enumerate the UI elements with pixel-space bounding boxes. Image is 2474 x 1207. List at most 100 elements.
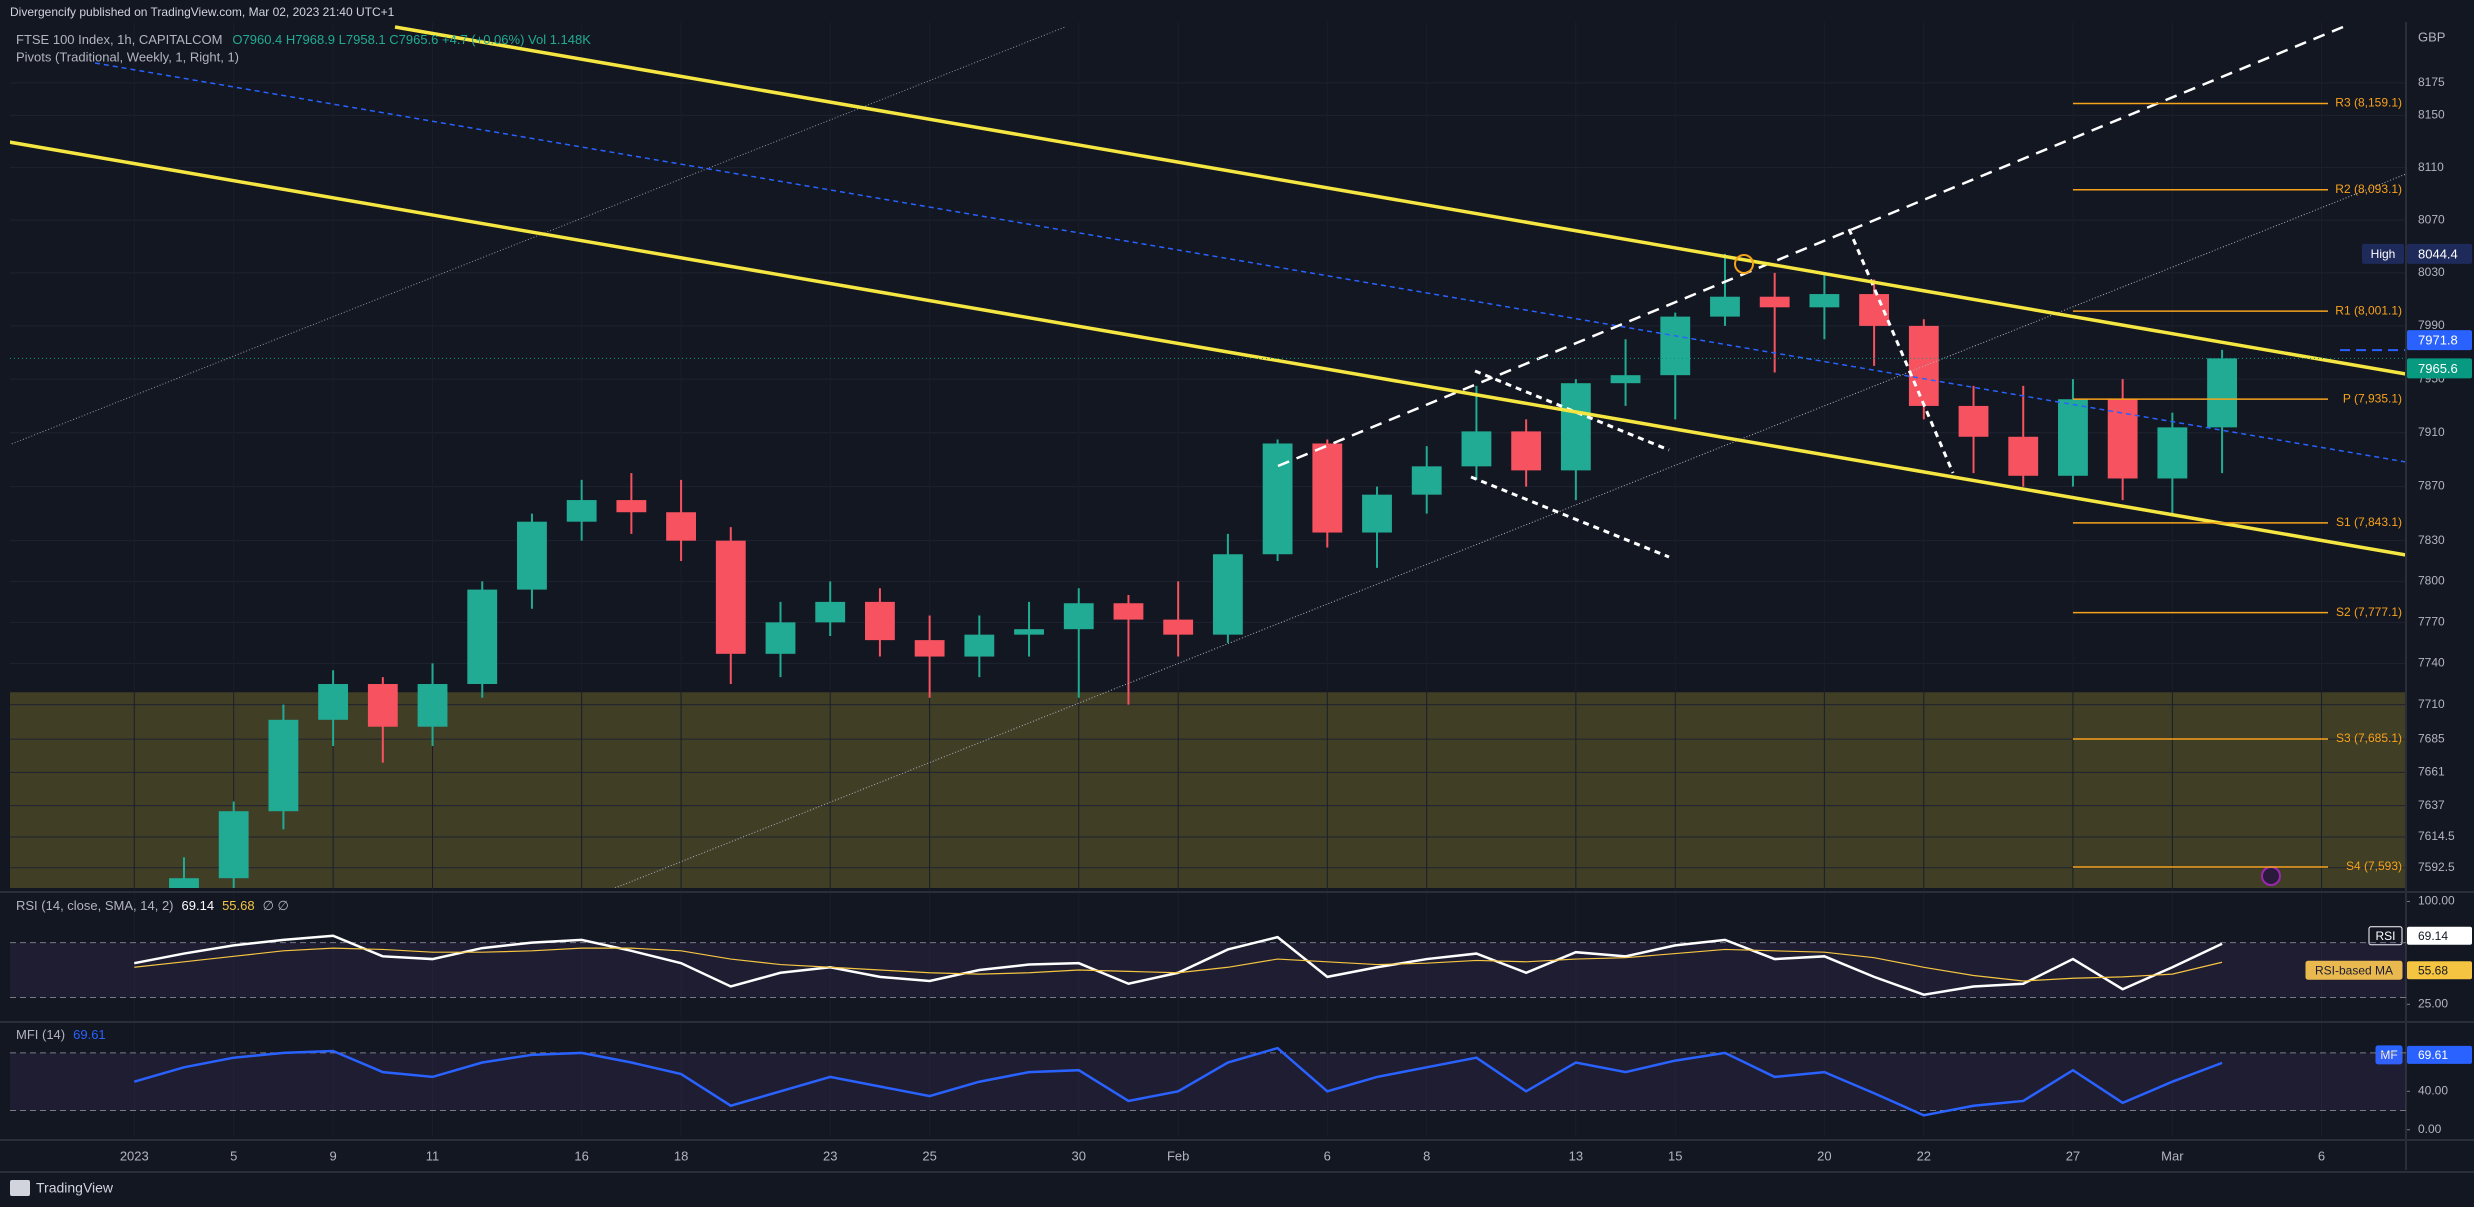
support-zone <box>10 692 2406 888</box>
pivot-label: S1 (7,843.1) <box>2336 515 2402 529</box>
indicator-line <box>134 947 2223 982</box>
y-tick-label: 8150 <box>2418 108 2445 122</box>
publisher-line: Divergencify published on TradingView.co… <box>10 5 395 19</box>
series-name-box <box>2305 960 2403 980</box>
currency-label: GBP <box>2418 29 2445 44</box>
trend-line <box>94 62 2406 463</box>
y-tick-label: 8110 <box>2418 160 2444 174</box>
indicator-pane <box>10 934 2406 998</box>
brand-name[interactable]: TradingView <box>36 1180 114 1196</box>
trend-line <box>1470 475 1670 559</box>
price-tag-label: 8044.4 <box>2418 246 2458 261</box>
candle-body <box>1809 294 1840 308</box>
x-tick-label: 5 <box>230 1148 237 1163</box>
rsi-ma-last: 55.68 <box>222 898 255 913</box>
mfi-last: 69.61 <box>73 1027 106 1042</box>
y-tick-label: 7614.5 <box>2418 829 2455 843</box>
price-tag-label: 7971.8 <box>2418 333 2458 348</box>
candle-body <box>1710 296 1740 317</box>
candle-body <box>815 601 846 623</box>
grid-layer <box>10 22 2406 1136</box>
candle-body <box>964 634 995 657</box>
candle-body <box>1660 316 1691 376</box>
candle-body <box>566 500 597 522</box>
series-name: MF <box>2380 1048 2397 1062</box>
candle-body <box>467 589 498 685</box>
price-tag-label: 7965.6 <box>2418 361 2458 376</box>
y-tick-label: 40.00 <box>2418 1083 2448 1097</box>
y-tick-label: 8030 <box>2418 265 2445 279</box>
y-tick-label: 7770 <box>2418 615 2445 629</box>
y-tick-label: 25.00 <box>2418 996 2448 1010</box>
candle-body <box>169 878 199 888</box>
band-fill <box>10 1052 2406 1111</box>
y-tick-label: 7800 <box>2418 574 2445 588</box>
pivot-label: P (7,935.1) <box>2343 391 2402 405</box>
candle-body <box>1014 629 1044 635</box>
candle-body <box>1063 603 1094 630</box>
y-tick-label: 7685 <box>2418 731 2445 745</box>
x-tick-label: 6 <box>2318 1148 2325 1163</box>
candle-body <box>318 684 349 720</box>
price-tag-label: 69.14 <box>2418 929 2448 943</box>
candle-layer <box>169 253 2237 888</box>
event-icon[interactable] <box>2261 866 2281 886</box>
indicator-line <box>133 1046 2223 1117</box>
chart-legend: FTSE 100 Index, 1h, CAPITALCOM O7960.4 H7… <box>16 32 591 47</box>
x-tick-label: 22 <box>1917 1148 1931 1163</box>
x-tick-label: 9 <box>329 1148 336 1163</box>
candle-body <box>2008 436 2039 476</box>
channel-line <box>394 25 2406 376</box>
y-tick-label: 7710 <box>2418 697 2445 711</box>
x-tick-label: 11 <box>426 1148 440 1163</box>
high-label-box <box>2362 243 2404 264</box>
candle-body <box>2058 399 2088 476</box>
candle-body <box>1163 619 1194 635</box>
candle-body <box>367 684 398 727</box>
candle-body <box>1262 443 1293 555</box>
candle-body <box>1113 603 1144 620</box>
drawings <box>10 25 2406 888</box>
price-tag-box <box>2407 926 2472 945</box>
price-tag-box <box>2407 358 2472 379</box>
pivot-label: R1 (8,001.1) <box>2335 303 2402 317</box>
x-tick-label: 27 <box>2066 1148 2080 1163</box>
candle-body <box>765 622 796 654</box>
candle-body <box>666 512 696 541</box>
x-tick-label: 30 <box>1072 1148 1086 1163</box>
trend-line <box>1847 228 1955 474</box>
y-tick-label: 7990 <box>2418 318 2445 332</box>
mfi-legend: MFI (14) 69.61 <box>16 1027 106 1042</box>
series-name-box <box>2375 1045 2403 1065</box>
candle-body <box>1312 443 1343 533</box>
brand-logo[interactable] <box>10 1180 30 1196</box>
candle-body <box>1411 466 1442 495</box>
price-tag-label: 69.61 <box>2418 1048 2448 1062</box>
candle-body <box>1212 554 1243 635</box>
x-tick-label: 15 <box>1668 1148 1682 1163</box>
pivot-label: S2 (7,777.1) <box>2336 605 2402 619</box>
candle-body <box>1908 325 1939 406</box>
candle-body <box>914 640 945 657</box>
ohlc-text: O7960.4 H7968.9 L7958.1 C7965.6 +4.7 (+0… <box>232 32 591 47</box>
x-tick-label: 25 <box>922 1148 936 1163</box>
candle-body <box>268 719 299 812</box>
pivot-label: S3 (7,685.1) <box>2336 731 2402 745</box>
candle-body <box>715 540 746 654</box>
trend-line <box>614 173 2406 888</box>
marker-circle <box>1734 254 1754 274</box>
y-tick-label: 7910 <box>2418 425 2445 439</box>
x-tick-label: 8 <box>1423 1148 1430 1163</box>
y-tick-label: 100.00 <box>2418 894 2455 908</box>
candle-body <box>616 500 647 513</box>
series-name-box <box>2368 926 2403 946</box>
y-tick-label: 8175 <box>2418 75 2445 89</box>
price-tag-box <box>2407 243 2472 264</box>
candle-body <box>1461 431 1492 467</box>
candle-body <box>517 521 547 590</box>
series-name: RSI <box>2375 929 2395 943</box>
y-tick-label: 7592.5 <box>2418 860 2455 874</box>
price-tag-box <box>2407 330 2472 351</box>
candle-body <box>865 601 895 641</box>
